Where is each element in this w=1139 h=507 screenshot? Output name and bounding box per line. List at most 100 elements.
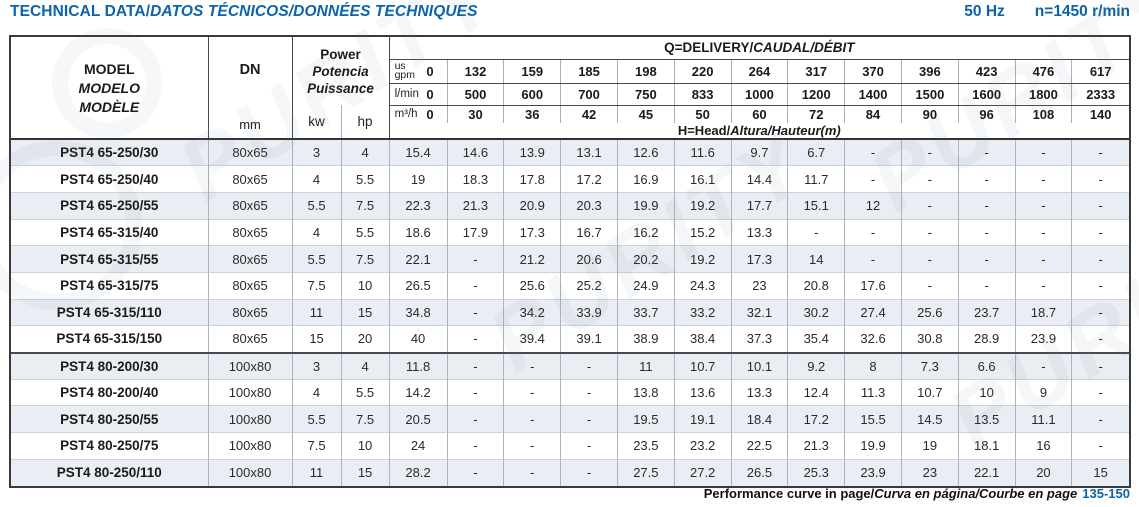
flow-value-lmin: 1600 — [958, 83, 1016, 106]
footer-page-range: 135-150 — [1082, 486, 1130, 501]
head-value-cell: 23.5 — [617, 432, 675, 460]
head-value-cell: 15.5 — [844, 405, 902, 433]
head-value-cell: 17.3 — [731, 245, 789, 273]
head-value-cell: 22.3 — [389, 191, 448, 220]
head-value-cell: 25.2 — [560, 271, 618, 300]
head-value-cell: - — [560, 378, 618, 406]
head-value-cell: 11.3 — [844, 378, 902, 406]
flow-unit-m3h: m³/h 0 — [389, 105, 448, 123]
flow-value-lmin: 1200 — [787, 83, 846, 106]
flow-value-gpm: 370 — [844, 59, 902, 84]
head-value-cell: - — [901, 218, 959, 246]
head-value-cell: 21.2 — [503, 245, 562, 273]
head-value-cell: - — [1015, 271, 1073, 300]
head-value-cell: 17.8 — [503, 165, 562, 193]
head-value-cell: 22.5 — [731, 432, 789, 460]
head-value-cell: 9 — [1015, 378, 1073, 406]
model-column-header: MODEL MODELO MODÈLE — [11, 37, 209, 139]
model-cell: PST4 65-315/40 — [11, 218, 209, 246]
head-value-cell: 19 — [389, 165, 448, 193]
head-value-cell: 16.9 — [617, 165, 675, 193]
head-value-cell: 23.7 — [958, 298, 1016, 326]
head-value-cell: - — [1015, 218, 1073, 246]
flow-value-lmin: 750 — [617, 83, 675, 106]
head-value-cell: 20.3 — [560, 191, 618, 220]
head-value-cell: - — [1071, 271, 1129, 300]
hp-cell: 20 — [341, 325, 390, 353]
hp-cell: 10 — [341, 432, 390, 460]
model-header-es: MODELO — [78, 79, 140, 96]
table-body: PST4 65-250/30 80x65 3 4 15.4 14.6 13.9 13.1 12.… — [11, 139, 1129, 486]
model-cell: PST4 80-250/75 — [11, 432, 209, 460]
head-value-cell: 17.2 — [787, 405, 846, 433]
head-value-cell: 14.2 — [389, 378, 448, 406]
head-header-plain: H=Head/ — [677, 123, 731, 138]
head-value-cell: 20.5 — [389, 405, 448, 433]
flow-value-gpm: 159 — [503, 59, 562, 84]
hp-cell: 10 — [341, 271, 390, 300]
head-value-cell: 11.1 — [1015, 405, 1073, 433]
hp-cell: 5.5 — [341, 218, 390, 246]
flow-value-m3h: 42 — [560, 105, 618, 123]
kw-cell: 15 — [292, 325, 342, 353]
dn-cell: 80x65 — [208, 298, 293, 326]
head-value-cell: 22.1 — [389, 245, 448, 273]
head-value-cell: - — [958, 165, 1016, 193]
head-value-cell: 32.6 — [844, 325, 902, 353]
head-header: H=Head/Altura/Hauteur(m) — [389, 123, 1129, 139]
delivery-header-plain: Q=DELIVERY/ — [664, 40, 754, 56]
dn-cell: 100x80 — [208, 432, 293, 460]
power-header-fr: Puissance — [307, 80, 374, 96]
head-value-cell: 17.9 — [447, 218, 505, 246]
model-cell: PST4 80-250/110 — [11, 458, 209, 486]
flow-value-gpm: 220 — [674, 59, 732, 84]
frequency-label: 50 Hz — [964, 3, 1005, 20]
hp-cell: 7.5 — [341, 245, 390, 273]
head-value-cell: 12 — [844, 191, 902, 220]
head-value-cell: - — [447, 298, 505, 326]
head-value-cell: - — [1015, 351, 1073, 380]
table-row: PST4 65-315/40 80x65 4 5.5 18.6 17.9 17.3 16.7 1… — [11, 218, 1129, 246]
head-value-cell: 20.9 — [503, 191, 562, 220]
table-row: PST4 80-200/40 100x80 4 5.5 14.2- - -13.8 13.6 1… — [11, 378, 1129, 406]
head-value-cell: 10.7 — [674, 351, 732, 380]
head-value-cell: 37.3 — [731, 325, 789, 353]
head-value-cell: 35.4 — [787, 325, 846, 353]
table-row: PST4 80-250/75 100x80 7.5 10 24- - -23.5 23.2 22… — [11, 432, 1129, 460]
head-value-cell: 13.5 — [958, 405, 1016, 433]
head-value-cell: - — [447, 432, 505, 460]
head-value-cell: - — [1071, 165, 1129, 193]
head-value-cell: 23 — [901, 458, 959, 486]
flow-value-m3h: 140 — [1089, 106, 1112, 122]
table-row: PST4 65-250/55 80x65 5.5 7.5 22.3 21.3 20.9 20.… — [11, 191, 1129, 220]
dn-cell: 80x65 — [208, 191, 293, 220]
head-value-cell: 9.7 — [731, 139, 789, 166]
head-value-cell: - — [958, 245, 1016, 273]
page-title-italic: DATOS TÉCNICOS/DONNÉES TECHNIQUES — [150, 3, 478, 20]
flow-value-m3h: 36 — [503, 105, 562, 123]
head-value-cell: 8 — [844, 351, 902, 380]
lmin-unit-label: l/min — [394, 88, 419, 100]
head-value-cell: 14 — [787, 245, 846, 273]
model-cell: PST4 65-315/110 — [11, 298, 209, 326]
head-value-cell: 19.9 — [844, 432, 902, 460]
head-value-cell: - — [503, 432, 562, 460]
head-value-cell: 32.1 — [731, 298, 789, 326]
model-cell: PST4 80-200/40 — [11, 378, 209, 406]
head-value-cell: - — [447, 271, 505, 300]
head-value-cell: 15 — [1071, 458, 1129, 486]
operating-conditions: 50 Hz n=1450 r/min — [964, 3, 1130, 21]
flow-value-m3h: 84 — [844, 105, 902, 123]
head-value-cell: 23.2 — [674, 432, 732, 460]
flow-value-m3h: 72 — [787, 105, 846, 123]
head-value-cell: 17.2 — [560, 165, 618, 193]
dn-cell: 80x65 — [208, 245, 293, 273]
head-value-cell: - — [1071, 325, 1129, 353]
head-value-cell: 15.1 — [787, 191, 846, 220]
head-value-cell: 21.3 — [787, 432, 846, 460]
flow-value-gpm: 317 — [787, 59, 846, 84]
kw-cell: 11 — [292, 298, 342, 326]
kw-cell: 4 — [292, 378, 342, 406]
head-value-cell: 10.1 — [731, 351, 789, 380]
head-header-italic: Altura/Hauteur — [730, 123, 821, 138]
